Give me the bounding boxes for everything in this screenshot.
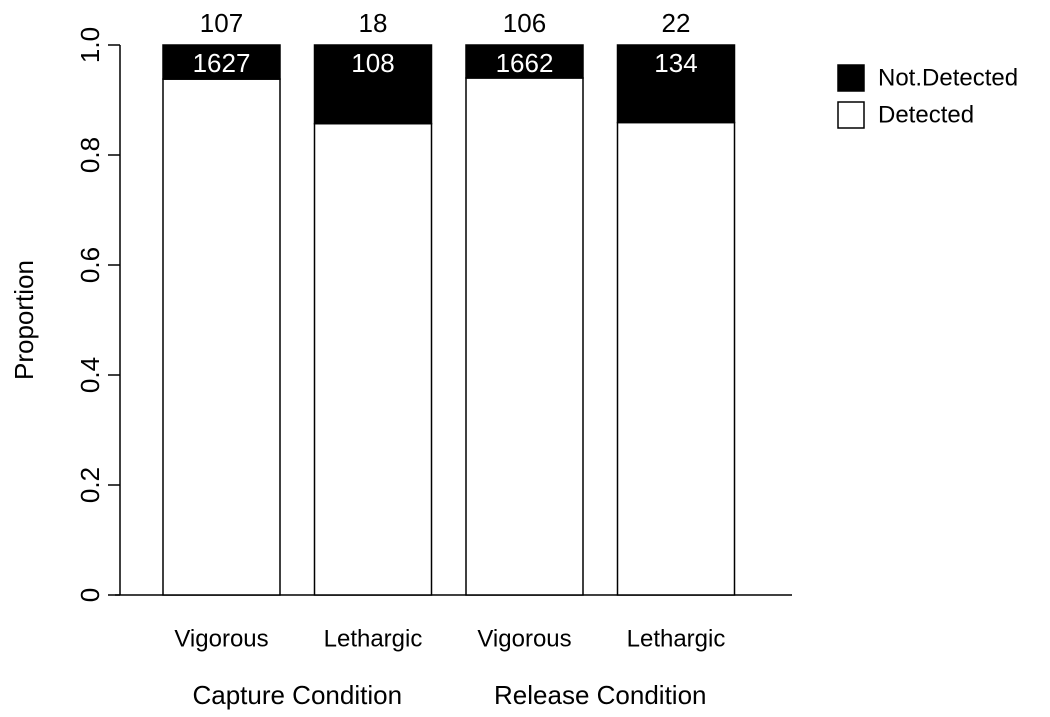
inside-label: 1662 (496, 48, 554, 78)
bar-segment (465, 77, 584, 596)
bar-segment (616, 121, 736, 596)
bar-segment (162, 44, 281, 80)
x-tick-label: Lethargic (627, 625, 726, 652)
legend-swatch (837, 64, 865, 92)
y-tick-label: 0.8 (75, 137, 105, 173)
x-tick-label: Vigorous (477, 625, 571, 652)
top-label: 106 (503, 8, 546, 38)
y-tick-label: 0.2 (75, 467, 105, 503)
y-tick-label: 0.6 (75, 247, 105, 283)
inside-label: 1627 (193, 48, 251, 78)
x-tick-label: Lethargic (324, 625, 423, 652)
bar-segment (313, 122, 433, 596)
group-label: Capture Condition (192, 680, 402, 710)
y-tick-label: 0 (75, 588, 105, 602)
top-label: 18 (359, 8, 388, 38)
bar-segment (162, 78, 281, 596)
x-tick-label: Vigorous (174, 625, 268, 652)
legend-label: Not.Detected (878, 64, 1018, 91)
bar-segment (616, 44, 736, 124)
top-label: 22 (662, 8, 691, 38)
legend-swatch (837, 101, 865, 129)
y-axis-label: Proportion (9, 260, 39, 380)
inside-label: 134 (654, 48, 697, 78)
y-tick-label: 1.0 (75, 27, 105, 63)
y-tick-label: 0.4 (75, 357, 105, 393)
top-label: 107 (200, 8, 243, 38)
legend-label: Detected (878, 101, 974, 128)
bar-segment (465, 44, 584, 79)
group-label: Release Condition (494, 680, 706, 710)
inside-label: 108 (351, 48, 394, 78)
bar-segment (313, 44, 433, 125)
